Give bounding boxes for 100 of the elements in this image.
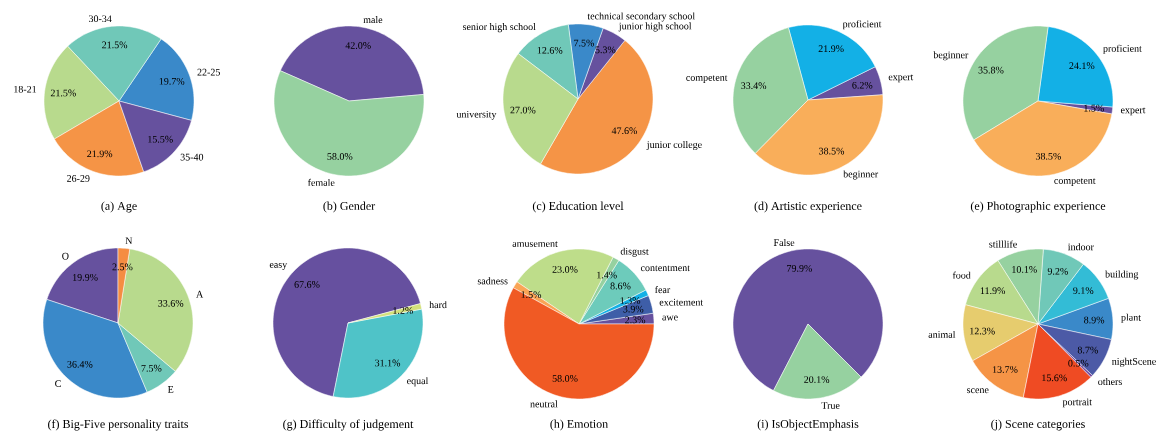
text: (a) Age bbox=[101, 201, 137, 213]
slice-label: competent bbox=[1054, 178, 1096, 186]
slice-label: amusement bbox=[512, 241, 558, 247]
data-label: 10.1% bbox=[1012, 266, 1037, 273]
slice-label: plant bbox=[1121, 313, 1141, 323]
data-label: 3.9% bbox=[623, 305, 644, 313]
slice-label: 18-21 bbox=[14, 85, 37, 93]
slice-label: hard bbox=[429, 301, 447, 309]
slice-label: proficient bbox=[842, 20, 882, 30]
data-label: 33.6% bbox=[158, 299, 184, 307]
data-label: 15.6% bbox=[1042, 374, 1067, 382]
slice-label: O bbox=[62, 252, 69, 260]
data-label: 20.1% bbox=[804, 376, 830, 383]
slice-label: awe bbox=[662, 315, 678, 321]
data-label: 12.6% bbox=[537, 46, 563, 54]
data-label: 1.5% bbox=[521, 291, 542, 298]
slice-label: building bbox=[1105, 270, 1139, 280]
data-label: 38.5% bbox=[819, 147, 845, 155]
slice-label: animal bbox=[928, 330, 956, 338]
data-label: 19.9% bbox=[73, 274, 98, 281]
slice-label: nightScene bbox=[1112, 357, 1156, 367]
data-label: 11.9% bbox=[980, 287, 1006, 295]
slice-label: N bbox=[125, 237, 133, 245]
data-label: 1.3% bbox=[620, 297, 641, 304]
slice-label: True bbox=[821, 402, 840, 409]
data-label: 19.7% bbox=[159, 77, 185, 85]
data-label: 67.6% bbox=[294, 281, 320, 288]
data-label: 33.4% bbox=[741, 82, 767, 90]
data-label: 7.5% bbox=[141, 364, 162, 372]
data-label: 21.9% bbox=[87, 150, 113, 158]
data-label: 9.1% bbox=[1073, 287, 1094, 294]
data-label: 58.0% bbox=[327, 153, 353, 160]
slice-label: scene bbox=[967, 388, 989, 394]
slice-label: beginner bbox=[933, 51, 969, 61]
slice-label: 22-25 bbox=[197, 68, 220, 76]
slice-label: False bbox=[773, 238, 795, 246]
slice-label: disgust bbox=[620, 247, 649, 257]
slice-label: indoor bbox=[1067, 243, 1094, 251]
slice-label: junior high school bbox=[618, 22, 692, 32]
text: (c) Education level bbox=[532, 201, 624, 213]
data-label: 8.6% bbox=[610, 282, 631, 290]
slice-label: junior college bbox=[646, 140, 702, 151]
data-label: 58.0% bbox=[552, 375, 578, 382]
slice-label: 35-40 bbox=[180, 153, 204, 161]
slice-label: neutral bbox=[530, 400, 558, 408]
text: (h) Emotion bbox=[550, 419, 608, 431]
slice-label: portrait bbox=[1062, 398, 1092, 408]
slice-label: 30-34 bbox=[88, 15, 112, 23]
text: (i) IsObjectEmphasis bbox=[757, 419, 859, 431]
slice-label: fear bbox=[654, 285, 671, 294]
slice-label: proficient bbox=[1103, 44, 1142, 54]
slice-label: senior high school bbox=[462, 23, 536, 33]
slice-label: sadness bbox=[477, 277, 508, 285]
slice-label: contentment bbox=[640, 265, 690, 272]
slice-label: technical secondary school bbox=[587, 12, 695, 22]
text: (f) Big-Five personality traits bbox=[48, 419, 189, 431]
data-label: 13.7% bbox=[992, 366, 1018, 373]
slice-label: food bbox=[952, 271, 971, 279]
data-label: 8.7% bbox=[1077, 346, 1098, 354]
data-label: 2.5% bbox=[112, 263, 133, 271]
slice-label: E bbox=[167, 386, 174, 393]
slice-label: expert bbox=[888, 74, 914, 83]
data-label: 21.5% bbox=[102, 41, 128, 49]
data-label: 23.0% bbox=[552, 266, 578, 273]
slice-label: equal bbox=[407, 377, 429, 387]
slice-label: easy bbox=[269, 263, 288, 270]
data-label: 31.1% bbox=[375, 359, 401, 367]
text: (b) Gender bbox=[323, 201, 376, 213]
slice-label: expert bbox=[1120, 107, 1146, 116]
data-label: 1.5% bbox=[1084, 104, 1104, 112]
slice-label: university bbox=[456, 110, 497, 120]
data-label: 35.8% bbox=[978, 66, 1004, 74]
text: (g) Difficulty of judgement bbox=[283, 419, 414, 431]
data-label: 1.2% bbox=[393, 307, 413, 314]
data-label: 6.2% bbox=[852, 81, 873, 89]
slice-label: beginner bbox=[843, 170, 879, 180]
text: (j) Scene categories bbox=[991, 419, 1085, 431]
data-label: 38.5% bbox=[1035, 152, 1061, 160]
data-label: 1.4% bbox=[597, 271, 617, 279]
data-label: 79.9% bbox=[787, 265, 812, 272]
data-label: 21.9% bbox=[818, 45, 844, 53]
data-label: 42.0% bbox=[345, 42, 371, 49]
slice-label: 26-29 bbox=[67, 175, 90, 182]
data-label: 7.5% bbox=[574, 39, 595, 47]
data-label: 8.9% bbox=[1084, 316, 1105, 324]
data-label: 24.1% bbox=[1069, 62, 1095, 70]
data-label: 9.2% bbox=[1047, 267, 1068, 275]
data-label: 47.6% bbox=[611, 127, 638, 135]
slice-label: stilllife bbox=[989, 240, 1017, 248]
data-label: 0.5% bbox=[1068, 359, 1089, 367]
data-label: 21.5% bbox=[50, 89, 76, 97]
slice-label: others bbox=[1098, 378, 1122, 386]
data-label: 36.4% bbox=[67, 360, 93, 368]
slice-label: male bbox=[363, 16, 383, 24]
data-label: 15.5% bbox=[148, 135, 173, 143]
data-label: 12.3% bbox=[970, 327, 995, 335]
text: (d) Artistic experience bbox=[754, 201, 862, 213]
text: (e) Photographic experience bbox=[970, 201, 1106, 213]
slice-label: excitement bbox=[659, 298, 704, 306]
slice-label: competent bbox=[686, 75, 728, 83]
